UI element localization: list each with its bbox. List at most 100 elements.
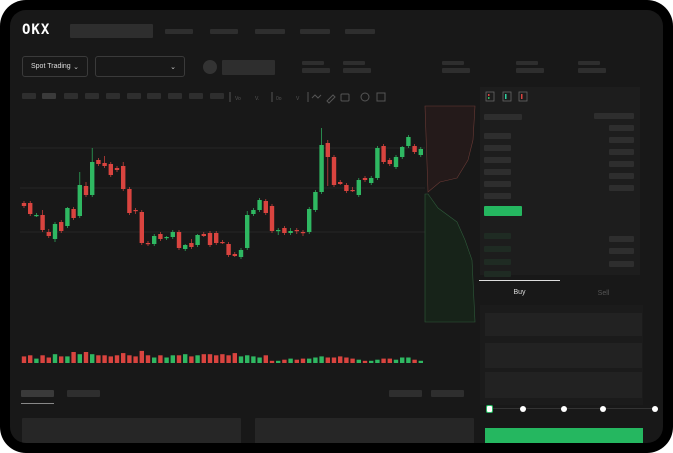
- volume-bar: [393, 359, 399, 363]
- bid-price: [484, 181, 511, 187]
- volume-bar: [201, 354, 206, 363]
- camera-icon[interactable]: [340, 93, 350, 102]
- settings-icon[interactable]: [360, 92, 370, 102]
- trading-screen: OKX Spot Trading ⌄ ⌄ Vo V. 0o V: [10, 10, 663, 443]
- candle-body: [294, 230, 299, 232]
- timeframe-button[interactable]: [42, 93, 56, 99]
- volume-bar: [195, 355, 200, 363]
- ask-price: [484, 271, 511, 277]
- chart-tools: Vo V. 0o V: [229, 92, 386, 104]
- volume-bar: [158, 355, 163, 363]
- total-input[interactable]: [485, 372, 642, 398]
- candle-body: [331, 157, 337, 185]
- candle-body: [133, 210, 138, 212]
- pair-price: [222, 60, 275, 75]
- tab-buy[interactable]: Buy: [513, 289, 526, 296]
- timeframe-button[interactable]: [22, 93, 36, 99]
- okx-logo[interactable]: OKX: [22, 22, 51, 38]
- candle-body: [214, 233, 219, 243]
- fullscreen-icon[interactable]: [376, 92, 386, 102]
- amount-input[interactable]: [485, 343, 642, 368]
- volume-bar: [220, 354, 225, 363]
- timeframe-button[interactable]: [168, 93, 182, 99]
- volume-bar: [381, 358, 386, 363]
- market-type-select[interactable]: Spot Trading ⌄: [22, 56, 88, 77]
- stat-value: [516, 68, 544, 73]
- candlestick-chart[interactable]: [10, 10, 663, 443]
- volume-bar: [164, 357, 169, 363]
- slider-step-100[interactable]: [652, 406, 658, 412]
- ruler-icon[interactable]: [326, 94, 336, 104]
- slider-step-50[interactable]: [561, 406, 567, 412]
- timeframe-button[interactable]: [189, 93, 203, 99]
- timeframe-button[interactable]: [64, 93, 78, 99]
- candle-body: [362, 178, 368, 180]
- tab-open-orders[interactable]: [21, 390, 54, 397]
- order-size: [609, 161, 634, 167]
- candle-body: [232, 254, 237, 256]
- candle-body: [319, 145, 324, 192]
- tab-sell[interactable]: Sell: [597, 290, 610, 297]
- volume-bar: [226, 355, 231, 363]
- indicator-icon[interactable]: [311, 94, 322, 99]
- candle-body: [307, 209, 312, 232]
- bids-depth: [424, 193, 476, 323]
- volume-bar: [325, 357, 330, 363]
- filter-button[interactable]: [389, 390, 422, 397]
- volume-bar: [362, 360, 368, 363]
- timeframe-button[interactable]: [210, 93, 224, 99]
- volume-bar: [176, 355, 182, 363]
- volume-bar: [400, 357, 405, 363]
- timeframe-button[interactable]: [127, 93, 141, 99]
- market-type-label: Spot Trading: [31, 63, 71, 70]
- order-book-both-icon[interactable]: [485, 91, 495, 102]
- slider-step-25[interactable]: [520, 406, 526, 412]
- volume-bar: [313, 357, 318, 363]
- slider-handle[interactable]: [486, 405, 493, 413]
- search-bar[interactable]: [70, 24, 153, 38]
- volume-bar: [96, 355, 101, 363]
- candle-body: [164, 237, 169, 239]
- candle-body: [59, 222, 64, 231]
- timeframe-button[interactable]: [106, 93, 120, 99]
- candle-body: [52, 224, 58, 239]
- slider-step-75[interactable]: [600, 406, 606, 412]
- amount-slider-track[interactable]: [488, 408, 658, 409]
- filter-button[interactable]: [431, 390, 464, 397]
- tab-order-history[interactable]: [67, 390, 100, 397]
- volume-bar: [294, 359, 299, 363]
- candle-body: [90, 162, 95, 195]
- volume-bar: [83, 352, 89, 363]
- timeframe-button[interactable]: [147, 93, 161, 99]
- chevron-down-icon: ⌄: [170, 63, 176, 71]
- nav-item[interactable]: [300, 29, 330, 34]
- stat-value: [578, 68, 606, 73]
- svg-text:V: V: [296, 96, 300, 102]
- pair-select[interactable]: ⌄: [95, 56, 185, 77]
- buy-tab-indicator: [479, 280, 560, 281]
- order-book-bids-icon[interactable]: [502, 91, 512, 102]
- buy-button[interactable]: [485, 428, 643, 443]
- stat-label: [516, 61, 538, 65]
- stat-label: [302, 61, 324, 65]
- volume-bar: [40, 355, 45, 363]
- order-book-asks-icon[interactable]: [518, 91, 528, 102]
- candle-body: [412, 146, 417, 152]
- asks-depth: [424, 105, 476, 193]
- volume-bar: [300, 358, 306, 363]
- price-input[interactable]: [485, 313, 642, 336]
- volume-bar: [350, 358, 355, 363]
- volume-bar: [356, 359, 361, 363]
- bid-price: [484, 193, 511, 199]
- nav-item[interactable]: [255, 29, 285, 34]
- candle-body: [313, 192, 318, 210]
- timeframe-button[interactable]: [85, 93, 99, 99]
- bottom-card: [22, 418, 241, 443]
- candle-body: [28, 203, 33, 214]
- nav-item[interactable]: [345, 29, 375, 34]
- volume-bar: [288, 358, 293, 363]
- nav-item[interactable]: [165, 29, 193, 34]
- ask-price: [484, 259, 511, 265]
- nav-item[interactable]: [210, 29, 238, 34]
- volume-bar: [269, 360, 275, 363]
